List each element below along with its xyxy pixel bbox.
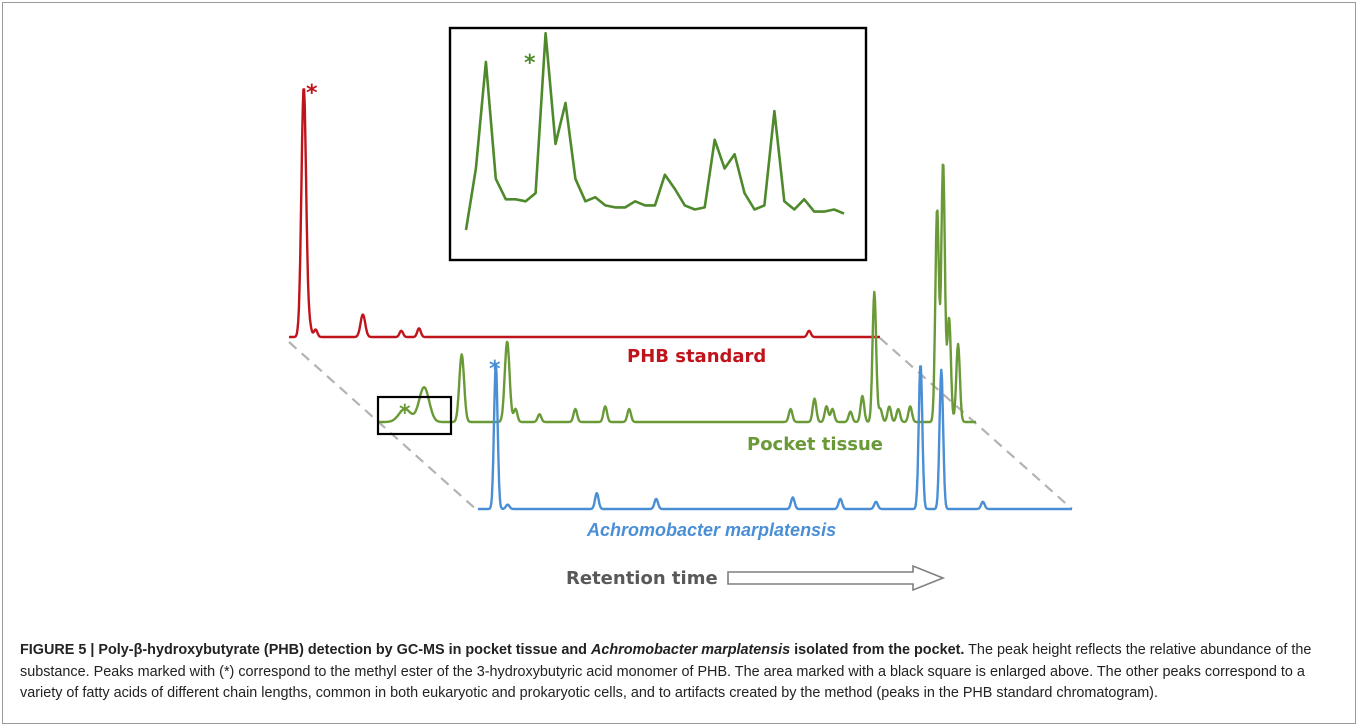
inset-star-marker: * xyxy=(524,51,536,76)
perspective-guides xyxy=(288,337,1073,512)
retention-time-arrow xyxy=(727,564,946,592)
phb-star-marker: * xyxy=(306,81,318,106)
zoom-region-box xyxy=(376,395,453,436)
chart: * * * * PHB standard Pocket tissue Achro… xyxy=(288,26,1073,592)
inset-trace xyxy=(464,31,845,231)
caption-species: Achromobacter marplatensis xyxy=(590,642,791,658)
pocket-tissue-trace xyxy=(377,163,977,424)
achromobacter-star-marker: * xyxy=(489,357,501,382)
inset-box xyxy=(448,26,868,262)
caption-body: The peak height reflects the relative ab… xyxy=(20,642,1312,701)
phb-standard-trace xyxy=(288,88,881,339)
achromobacter-label: Achromobacter marplatensis xyxy=(586,520,836,540)
phb-standard-label: PHB standard xyxy=(627,346,766,367)
perspective-guide-line xyxy=(879,337,1073,510)
achromobacter-trace xyxy=(477,362,1073,511)
pocket-star-marker: * xyxy=(399,401,411,426)
pocket-tissue-label: Pocket tissue xyxy=(747,434,883,455)
perspective-guide-line xyxy=(288,341,479,512)
figure-caption: FIGURE 5 | Poly-β-hydroxybutyrate (PHB) … xyxy=(20,640,1340,705)
caption-lead: FIGURE 5 | Poly-β-hydroxybutyrate (PHB) … xyxy=(20,642,591,658)
caption-lead-end: isolated from the pocket. xyxy=(790,642,965,658)
retention-time-label: Retention time xyxy=(566,568,718,589)
